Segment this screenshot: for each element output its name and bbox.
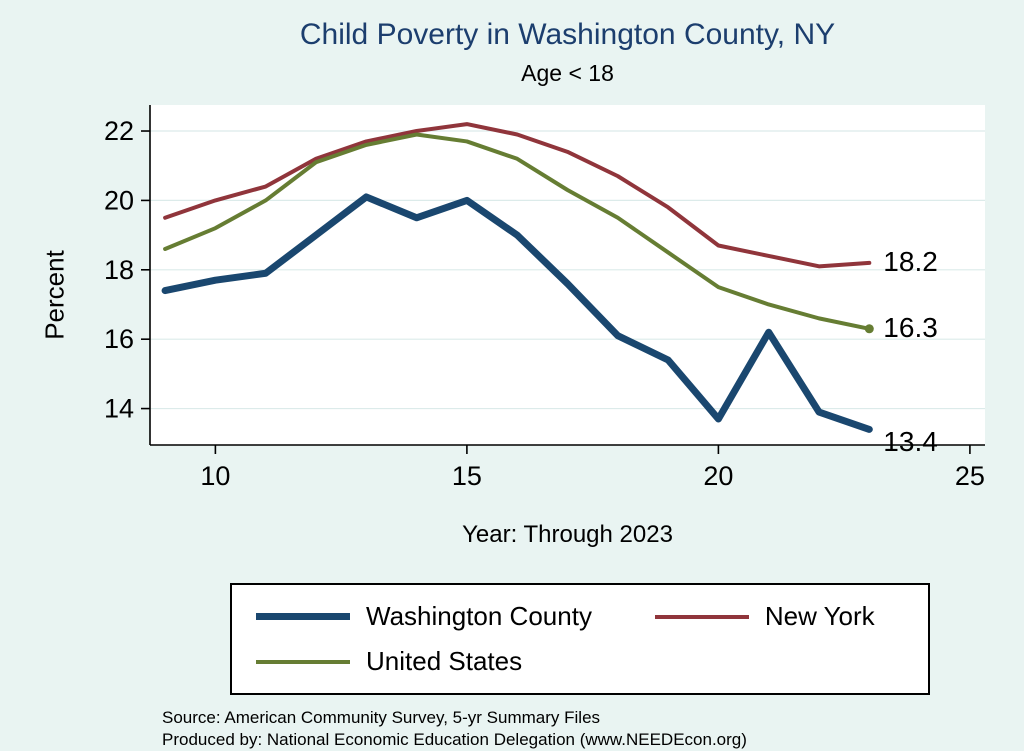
legend-item-new-york: New York (641, 601, 918, 632)
x-tick-label: 10 (200, 461, 230, 491)
legend-swatch-washington-county (256, 613, 350, 620)
y-tick-label: 22 (104, 116, 134, 146)
x-tick-label: 25 (955, 461, 985, 491)
legend-item-washington-county: Washington County (242, 601, 641, 632)
legend-label-new-york: New York (764, 601, 875, 631)
y-axis-label: Percent (39, 250, 70, 340)
series-line-1 (163, 122, 872, 269)
plot-region: 14 16 18 20 22 10 15 20 25 18.2 16.3 13.4 (80, 93, 995, 497)
legend-swatch-new-york (654, 614, 749, 619)
legend-label-washington-county: Washington County (366, 601, 592, 631)
y-tick-label: 18 (104, 255, 134, 285)
x-axis-title: Year: Through 2023 (462, 521, 673, 548)
chart-title: Child Poverty in Washington County, NY (299, 18, 836, 51)
legend-item-united-states: United States (242, 646, 641, 677)
y-axis-label-wrap: Percent (30, 93, 80, 497)
end-label-new-york: 18.2 (883, 245, 938, 277)
end-label-washington-county: 13.4 (883, 426, 938, 458)
chart-legend: Washington County New York United States (230, 583, 930, 695)
chart-area: Percent 14 16 18 20 22 10 15 20 25 18.2 16.3 13.… (30, 93, 1024, 497)
x-tick-label: 20 (703, 461, 733, 491)
source-note: Source: American Community Survey, 5-yr … (162, 707, 1024, 751)
series-line-2 (163, 132, 872, 331)
chart-subtitle: Age < 18 (521, 60, 614, 86)
y-tick-label: 14 (104, 394, 134, 424)
source-line-2: Produced by: National Economic Education… (162, 730, 747, 750)
plot-background (150, 105, 985, 445)
x-tick-label: 15 (452, 461, 482, 491)
y-tick-label: 16 (104, 324, 134, 354)
legend-swatch-united-states (256, 659, 350, 664)
series-line-0 (161, 193, 873, 433)
y-tick-label: 20 (104, 185, 134, 215)
end-label-united-states: 16.3 (883, 311, 938, 343)
chart-canvas: 14 16 18 20 22 10 15 20 25 (104, 105, 985, 491)
source-line-1: Source: American Community Survey, 5-yr … (162, 708, 601, 727)
series-end-marker-2 (864, 324, 874, 334)
legend-label-united-states: United States (366, 646, 523, 676)
